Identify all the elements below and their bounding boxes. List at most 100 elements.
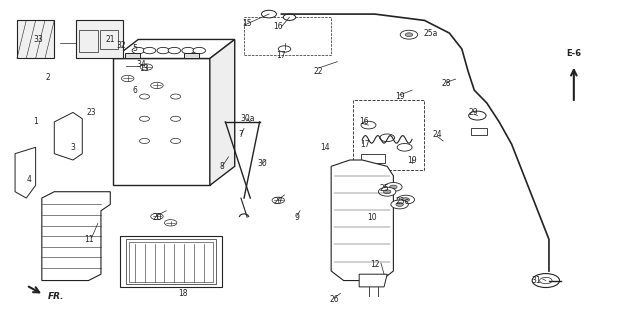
Text: 15: 15 [242,19,252,28]
Circle shape [151,82,163,89]
Polygon shape [471,128,487,135]
Text: 7: 7 [239,130,243,139]
Text: 32: 32 [116,41,126,50]
Polygon shape [331,160,393,281]
Circle shape [140,64,152,70]
Text: 16: 16 [359,117,368,126]
Text: 18: 18 [178,289,188,298]
Circle shape [272,197,284,204]
Text: 20: 20 [152,212,162,222]
Text: 25: 25 [379,184,389,193]
Circle shape [400,30,418,39]
Circle shape [361,121,376,129]
Text: 28: 28 [441,79,451,88]
Bar [124,53,139,59]
Circle shape [171,116,181,121]
Polygon shape [210,39,235,185]
Polygon shape [42,192,110,281]
Circle shape [151,213,163,220]
Text: 19: 19 [408,156,417,164]
Polygon shape [15,147,36,198]
Circle shape [171,94,181,99]
Text: 27: 27 [274,197,283,206]
Circle shape [261,10,276,18]
Bar [17,20,54,59]
Text: 21: 21 [106,35,115,44]
Polygon shape [113,39,235,59]
Circle shape [157,47,169,54]
Text: 17: 17 [277,51,286,60]
Bar [353,100,424,170]
Text: 5: 5 [132,44,138,53]
Text: 13: 13 [140,63,149,73]
Text: 34: 34 [136,60,146,69]
Circle shape [380,134,394,142]
Circle shape [139,94,149,99]
Text: 19: 19 [395,92,404,101]
Circle shape [532,274,559,288]
Text: 22: 22 [314,67,324,76]
Circle shape [389,185,397,189]
Circle shape [168,47,181,54]
Text: 8: 8 [220,162,224,171]
Text: 33: 33 [34,35,44,44]
Circle shape [139,116,149,121]
Circle shape [171,139,181,143]
Bar [100,30,118,49]
Circle shape [121,75,134,82]
Text: 23: 23 [87,108,96,117]
Text: 6: 6 [132,86,138,95]
Text: E-6: E-6 [566,50,581,59]
Bar [113,59,210,185]
Circle shape [139,139,149,143]
Text: 31: 31 [532,276,541,285]
Text: 4: 4 [27,174,32,184]
Circle shape [143,47,156,54]
Bar [126,239,216,284]
Text: 2: 2 [46,73,51,82]
Circle shape [278,46,291,52]
Polygon shape [359,274,387,287]
Circle shape [539,277,552,284]
Circle shape [397,143,412,151]
Bar [129,243,213,282]
Text: 25c: 25c [396,197,409,206]
Circle shape [182,47,194,54]
Bar [361,154,384,163]
Circle shape [283,14,296,20]
Text: 30a: 30a [240,114,254,123]
Bar [244,17,331,55]
Text: 29: 29 [468,108,478,117]
Circle shape [469,111,486,120]
Text: 30: 30 [258,159,268,168]
Circle shape [396,203,403,206]
Text: 24: 24 [432,130,442,139]
Circle shape [132,47,144,54]
Circle shape [402,198,409,202]
Text: 1: 1 [33,117,38,126]
Circle shape [193,47,206,54]
Text: 12: 12 [370,260,379,269]
Text: 11: 11 [84,235,93,244]
Text: 3: 3 [71,143,76,152]
Bar [79,30,98,52]
Circle shape [384,182,402,191]
Text: FR.: FR. [48,292,64,301]
Circle shape [379,187,396,196]
Bar [184,53,199,59]
Text: 10: 10 [367,212,376,222]
Text: 26: 26 [329,295,339,304]
Circle shape [397,195,414,204]
Bar [76,20,122,59]
Bar [119,236,222,287]
Circle shape [405,33,412,36]
Polygon shape [54,112,82,160]
Circle shape [164,220,177,226]
Text: 17: 17 [361,140,370,148]
Circle shape [391,200,408,209]
Text: 14: 14 [320,143,330,152]
Text: 16: 16 [274,22,283,31]
Circle shape [383,190,391,194]
Text: 9: 9 [294,212,299,222]
Text: 25a: 25a [424,28,438,38]
